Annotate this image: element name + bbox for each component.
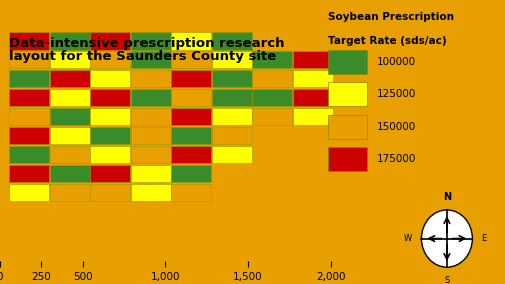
- Bar: [90, 127, 130, 144]
- Bar: [9, 32, 49, 49]
- Bar: [293, 108, 333, 125]
- Bar: [252, 89, 292, 106]
- Bar: [212, 108, 252, 125]
- Bar: [9, 108, 49, 125]
- Bar: [212, 127, 252, 144]
- Bar: [293, 70, 333, 87]
- Bar: [9, 70, 49, 87]
- Bar: [171, 108, 212, 125]
- Bar: [9, 184, 49, 201]
- Text: 100000: 100000: [376, 57, 416, 67]
- Bar: [90, 89, 130, 106]
- Text: 175000: 175000: [376, 154, 416, 164]
- Bar: [9, 51, 49, 68]
- Bar: [171, 184, 212, 201]
- Bar: [90, 108, 130, 125]
- Bar: [171, 165, 212, 182]
- Bar: [90, 32, 130, 49]
- Text: 150000: 150000: [376, 122, 416, 132]
- Bar: [131, 184, 171, 201]
- Bar: [131, 89, 171, 106]
- Bar: [9, 127, 49, 144]
- Bar: [171, 127, 212, 144]
- Bar: [293, 51, 333, 68]
- Bar: [131, 108, 171, 125]
- Text: Target Rate (sds/ac): Target Rate (sds/ac): [328, 36, 447, 46]
- Bar: [90, 146, 130, 163]
- Text: W: W: [404, 234, 412, 243]
- Bar: [212, 51, 252, 68]
- Bar: [212, 146, 252, 163]
- Bar: [252, 108, 292, 125]
- Bar: [50, 165, 90, 182]
- Bar: [50, 146, 90, 163]
- Bar: [9, 89, 49, 106]
- Text: Data-intensive prescription research: Data-intensive prescription research: [9, 37, 285, 49]
- Text: layout for the Saunders County site: layout for the Saunders County site: [9, 50, 276, 63]
- Bar: [131, 70, 171, 87]
- Bar: [171, 32, 212, 49]
- Bar: [212, 89, 252, 106]
- Bar: [9, 165, 49, 182]
- Bar: [90, 70, 130, 87]
- Bar: [171, 51, 212, 68]
- Bar: [131, 165, 171, 182]
- Bar: [131, 32, 171, 49]
- Bar: [9, 146, 49, 163]
- Bar: [171, 89, 212, 106]
- Text: E: E: [482, 234, 487, 243]
- Text: Soybean Prescription: Soybean Prescription: [328, 12, 454, 22]
- Bar: [90, 184, 130, 201]
- Bar: [252, 70, 292, 87]
- Text: S: S: [444, 276, 449, 284]
- Bar: [328, 147, 367, 171]
- Bar: [50, 127, 90, 144]
- Bar: [50, 184, 90, 201]
- Bar: [50, 32, 90, 49]
- Text: 125000: 125000: [376, 89, 416, 99]
- Bar: [328, 82, 367, 106]
- Bar: [131, 127, 171, 144]
- Bar: [212, 70, 252, 87]
- Bar: [50, 70, 90, 87]
- Bar: [90, 165, 130, 182]
- Text: N: N: [443, 192, 451, 202]
- Bar: [50, 108, 90, 125]
- Bar: [5, 27, 352, 234]
- Bar: [328, 50, 367, 74]
- Bar: [328, 115, 367, 139]
- Bar: [90, 51, 130, 68]
- Bar: [252, 51, 292, 68]
- Bar: [50, 89, 90, 106]
- Bar: [293, 89, 333, 106]
- Circle shape: [422, 210, 472, 267]
- Bar: [131, 51, 171, 68]
- Bar: [171, 146, 212, 163]
- Bar: [212, 32, 252, 49]
- Bar: [131, 146, 171, 163]
- Bar: [50, 51, 90, 68]
- Bar: [171, 70, 212, 87]
